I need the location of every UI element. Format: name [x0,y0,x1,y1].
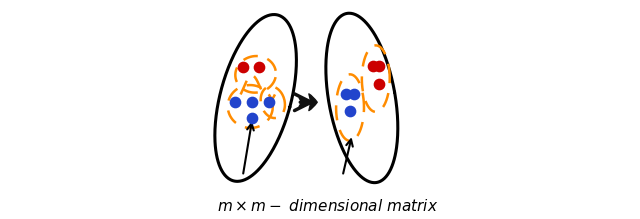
Point [340,92,351,95]
Text: $m \times m-$ dimensional matrix: $m \times m-$ dimensional matrix [217,198,438,214]
Point [345,109,355,113]
Point [237,65,248,69]
Point [253,65,264,69]
Point [374,64,384,67]
Point [264,101,274,104]
Point [374,82,384,86]
Point [247,101,257,104]
Point [247,117,257,120]
Point [230,101,241,104]
Point [367,64,378,67]
Point [349,92,360,95]
